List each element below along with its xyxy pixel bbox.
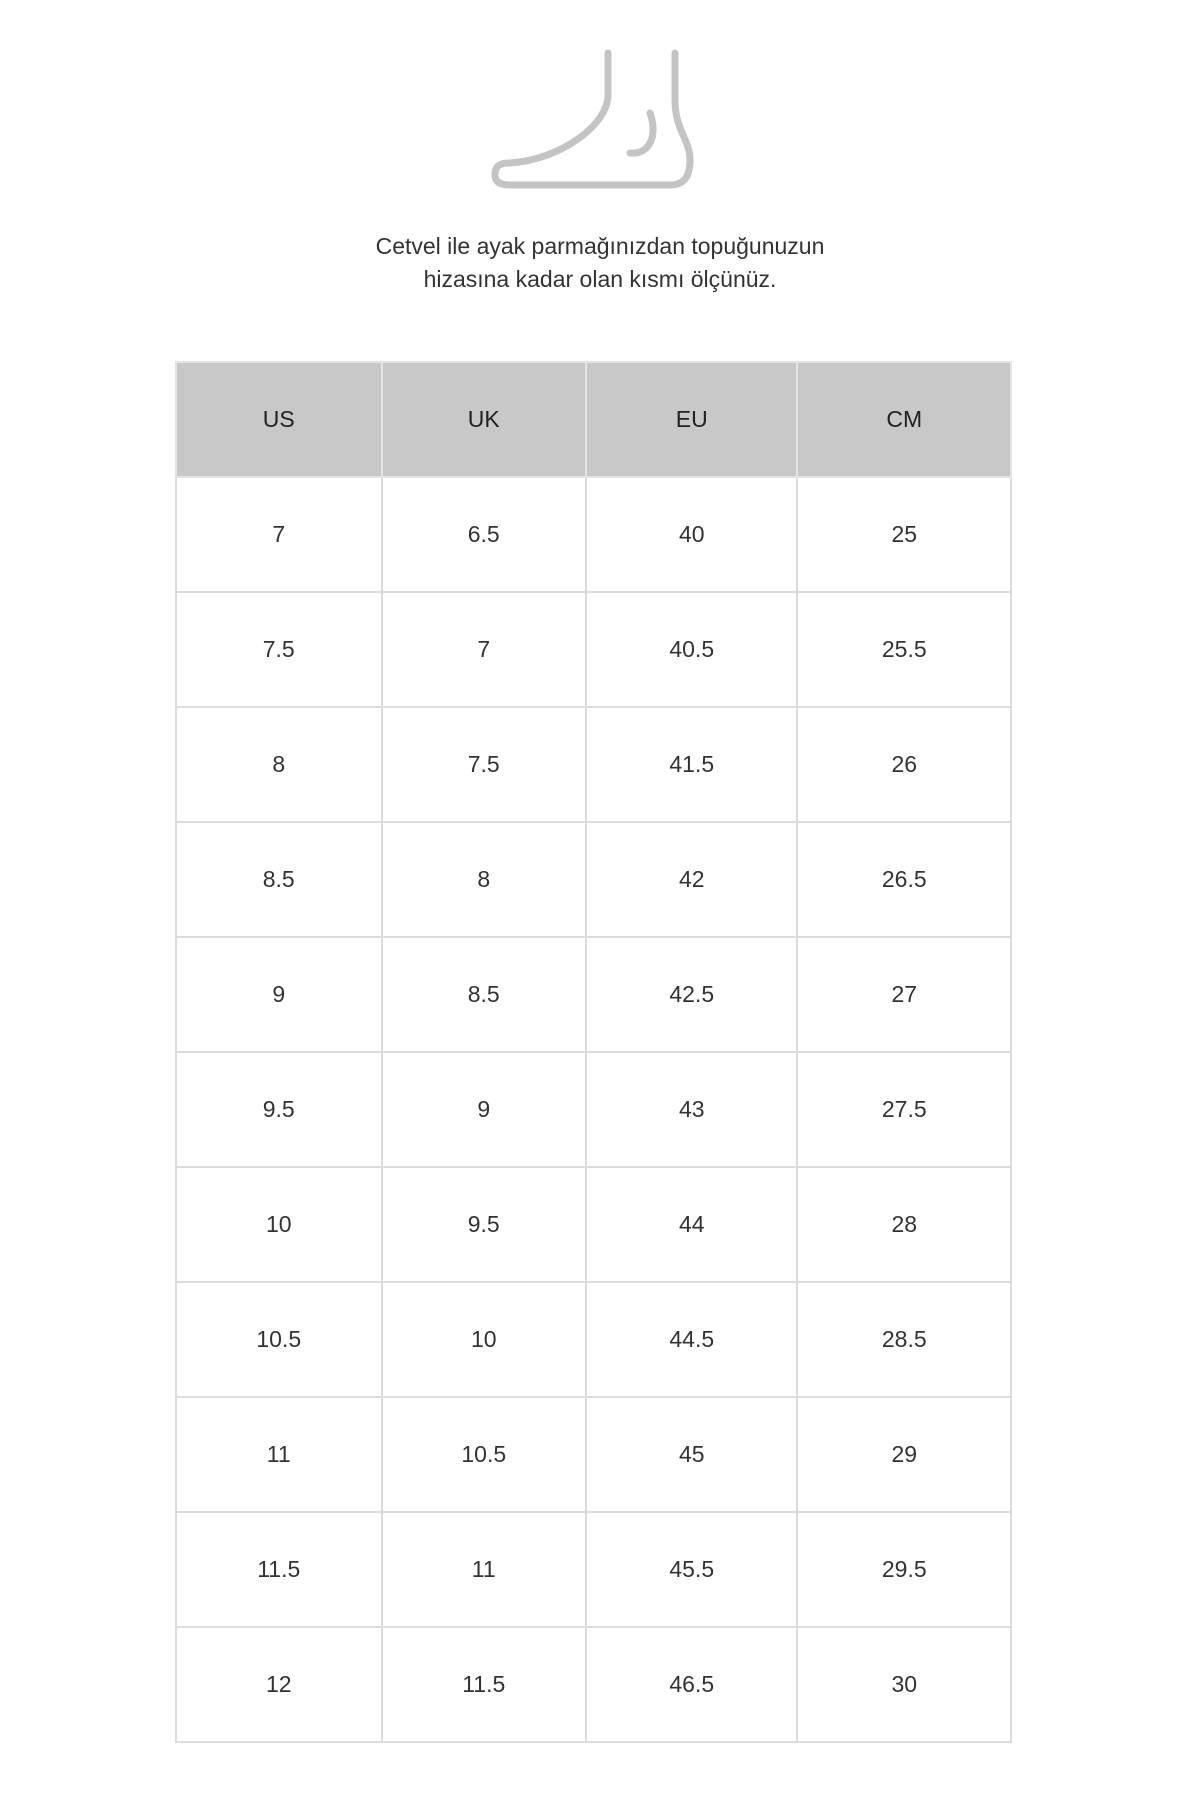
cell-cm: 27 [796, 936, 1012, 1053]
cell-eu: 40 [584, 476, 799, 593]
table-row: 9.5 9 43 27.5 [175, 1051, 1012, 1168]
cell-cm: 29.5 [796, 1511, 1012, 1628]
cell-us: 7 [175, 476, 383, 593]
cell-us: 9 [175, 936, 383, 1053]
cell-uk: 6.5 [380, 476, 587, 593]
cell-us: 8 [175, 706, 383, 823]
cell-us: 10.5 [175, 1281, 383, 1398]
cell-eu: 44.5 [584, 1281, 799, 1398]
header-uk: UK [380, 361, 587, 478]
cell-eu: 44 [584, 1166, 799, 1283]
cell-uk: 9 [380, 1051, 587, 1168]
instruction-line: Cetvel ile ayak parmağınızdan topuğunuzu… [375, 233, 825, 259]
cell-cm: 28.5 [796, 1281, 1012, 1398]
table-row: 11 10.5 45 29 [175, 1396, 1012, 1513]
cell-cm: 28 [796, 1166, 1012, 1283]
cell-uk: 10.5 [380, 1396, 587, 1513]
cell-uk: 11 [380, 1511, 587, 1628]
cell-uk: 7.5 [380, 706, 587, 823]
cell-eu: 42.5 [584, 936, 799, 1053]
cell-cm: 27.5 [796, 1051, 1012, 1168]
cell-eu: 46.5 [584, 1626, 799, 1743]
cell-uk: 8 [380, 821, 587, 938]
cell-us: 11.5 [175, 1511, 383, 1628]
header-cm: CM [796, 361, 1012, 478]
cell-uk: 11.5 [380, 1626, 587, 1743]
cell-uk: 7 [380, 591, 587, 708]
table-row: 7.5 7 40.5 25.5 [175, 591, 1012, 708]
foot-icon [491, 49, 694, 189]
cell-eu: 43 [584, 1051, 799, 1168]
cell-eu: 42 [584, 821, 799, 938]
header-us: US [175, 361, 383, 478]
header-eu: EU [584, 361, 799, 478]
instructions-text: Cetvel ile ayak parmağınızdan topuğunuzu… [0, 230, 1200, 296]
cell-uk: 9.5 [380, 1166, 587, 1283]
cell-cm: 30 [796, 1626, 1012, 1743]
table-row: 10.5 10 44.5 28.5 [175, 1281, 1012, 1398]
cell-eu: 45.5 [584, 1511, 799, 1628]
cell-us: 10 [175, 1166, 383, 1283]
cell-us: 12 [175, 1626, 383, 1743]
cell-eu: 41.5 [584, 706, 799, 823]
cell-cm: 29 [796, 1396, 1012, 1513]
cell-uk: 10 [380, 1281, 587, 1398]
cell-us: 7.5 [175, 591, 383, 708]
cell-us: 11 [175, 1396, 383, 1513]
table-row: 8.5 8 42 26.5 [175, 821, 1012, 938]
cell-cm: 26.5 [796, 821, 1012, 938]
table-row: 7 6.5 40 25 [175, 476, 1012, 593]
cell-cm: 25.5 [796, 591, 1012, 708]
instruction-line: hizasına kadar olan kısmı ölçünüz. [423, 266, 777, 292]
table-row: 12 11.5 46.5 30 [175, 1626, 1012, 1743]
cell-eu: 40.5 [584, 591, 799, 708]
cell-cm: 25 [796, 476, 1012, 593]
cell-us: 9.5 [175, 1051, 383, 1168]
table-header-row: US UK EU CM [175, 361, 1012, 478]
cell-uk: 8.5 [380, 936, 587, 1053]
cell-us: 8.5 [175, 821, 383, 938]
size-chart-table: US UK EU CM 7 6.5 40 25 7.5 7 40.5 25.5 8 7.5 41.5… [175, 361, 1012, 1743]
cell-eu: 45 [584, 1396, 799, 1513]
table-row: 8 7.5 41.5 26 [175, 706, 1012, 823]
table-row: 11.5 11 45.5 29.5 [175, 1511, 1012, 1628]
cell-cm: 26 [796, 706, 1012, 823]
table-row: 10 9.5 44 28 [175, 1166, 1012, 1283]
table-row: 9 8.5 42.5 27 [175, 936, 1012, 1053]
